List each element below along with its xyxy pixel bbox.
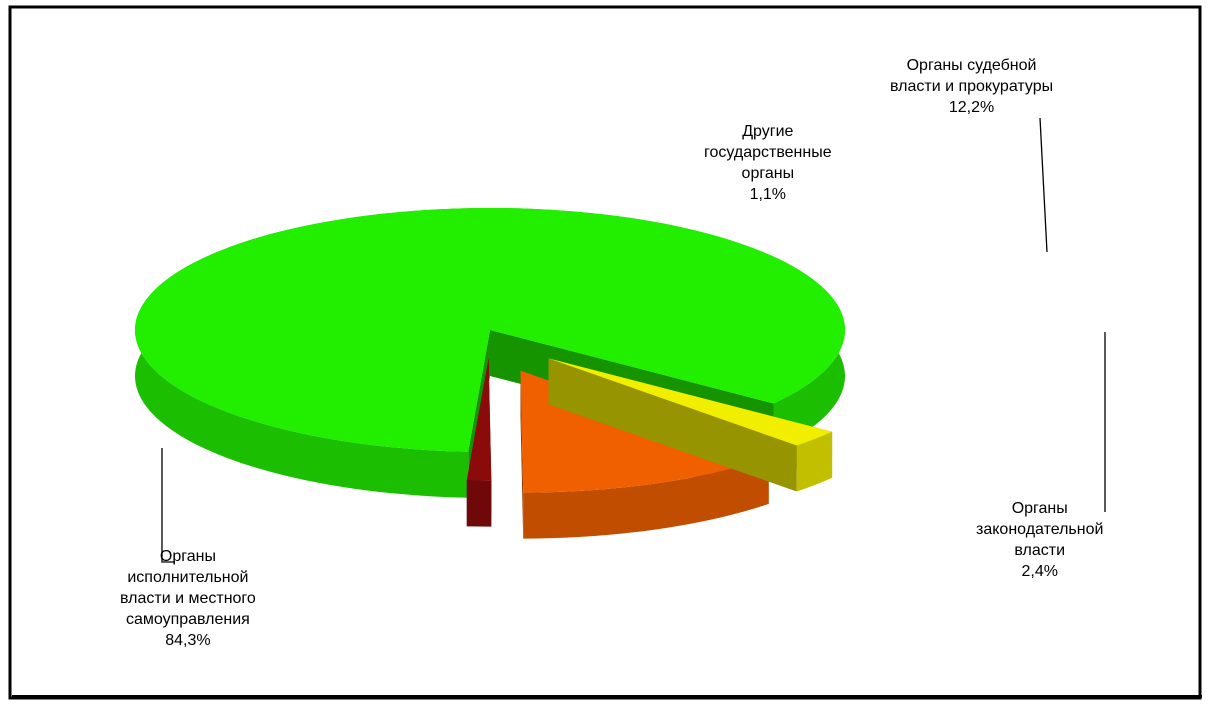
leader-line	[161, 448, 175, 563]
slice-label-line: законодательной	[976, 521, 1104, 538]
slice-label-other: Другие государственные органы 1,1%	[704, 121, 832, 205]
slice-label-line: власти и прокуратуры	[890, 78, 1054, 95]
slice-label-line: Органы судебной	[906, 57, 1037, 74]
pie-slice-legislative	[548, 358, 833, 492]
slice-label-executive: Органы исполнительной власти и местного …	[120, 546, 256, 651]
slice-value-label: 12,2%	[948, 99, 995, 116]
slice-label-line: власти	[1014, 542, 1066, 559]
pie-slice-other	[466, 358, 492, 527]
slice-label-line: органы	[741, 165, 795, 182]
slice-value-label: 84,3%	[165, 632, 211, 649]
chart-shadow	[12, 695, 1202, 698]
slice-label-line: власти и местного	[120, 590, 256, 607]
slice-value-label: 1,1%	[749, 186, 787, 203]
slice-label-line: государственные	[704, 144, 832, 161]
slice-value-label: 2,4%	[1021, 563, 1058, 580]
leader-line	[1039, 117, 1048, 253]
slice-label-judicial: Органы судебной власти и прокуратуры 12,…	[890, 55, 1053, 118]
slice-label-line: Органы	[1011, 500, 1068, 517]
slice-label-line: самоуправления	[125, 611, 250, 628]
slice-label-legislative: Органы законодательной власти 2,4%	[976, 498, 1103, 582]
slice-label-line: Другие	[742, 123, 794, 140]
slice-label-line: исполнительной	[127, 569, 249, 586]
slice-label-line: Органы	[159, 548, 216, 565]
